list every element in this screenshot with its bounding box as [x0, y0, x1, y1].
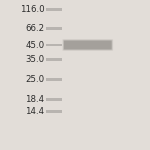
Bar	[46, 98, 62, 101]
Bar	[46, 110, 62, 113]
Text: 35.0: 35.0	[25, 55, 44, 64]
Bar	[46, 44, 62, 46]
FancyBboxPatch shape	[62, 39, 113, 51]
Text: 18.4: 18.4	[25, 95, 44, 104]
FancyBboxPatch shape	[63, 40, 112, 50]
Bar	[46, 8, 62, 11]
Bar	[46, 58, 62, 61]
FancyBboxPatch shape	[64, 41, 112, 49]
Text: 66.2: 66.2	[25, 24, 44, 33]
Bar	[46, 27, 62, 30]
Text: 14.4: 14.4	[25, 107, 44, 116]
Bar	[46, 78, 62, 81]
Text: 45.0: 45.0	[25, 40, 44, 50]
Text: 25.0: 25.0	[25, 75, 44, 84]
Text: 116.0: 116.0	[20, 5, 44, 14]
